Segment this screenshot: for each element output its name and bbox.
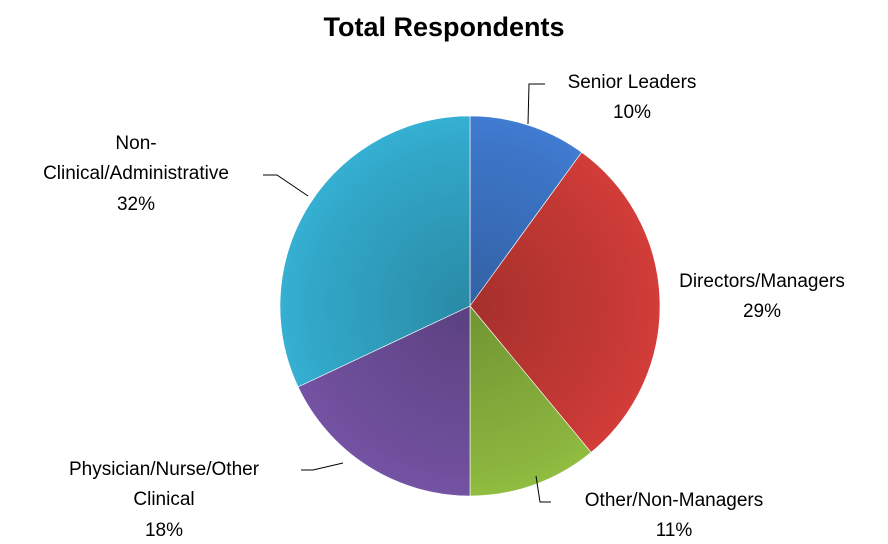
leader-line-physician-nurse-other-clinical xyxy=(301,462,344,471)
pie-slice-other-non-managers xyxy=(469,305,592,497)
slice-category-label-senior-leaders: Senior Leaders xyxy=(568,72,697,93)
slice-category-label-non-clinical-administrative: Non- xyxy=(115,133,156,154)
pie-slice-directors-managers xyxy=(469,151,661,453)
leader-line-other-non-managers xyxy=(535,475,551,503)
slice-value-label-non-clinical-administrative: 32% xyxy=(117,194,155,215)
slice-value-label-other-non-managers: 11% xyxy=(656,520,693,541)
slice-value-label-directors-managers: 29% xyxy=(743,301,781,322)
slice-category-label-other-non-managers: Other/Non-Managers xyxy=(585,490,763,511)
slice-category-label-non-clinical-administrative: Clinical/Administrative xyxy=(43,163,229,184)
leader-line-senior-leaders xyxy=(527,83,545,125)
pie-slice-non-clinical-administrative xyxy=(279,115,471,388)
slice-value-label-physician-nurse-other-clinical: 18% xyxy=(145,520,183,541)
slice-value-label-senior-leaders: 10% xyxy=(613,102,651,123)
slice-category-label-physician-nurse-other-clinical: Clinical xyxy=(133,489,194,510)
slice-category-label-directors-managers: Directors/Managers xyxy=(679,271,845,292)
slice-category-label-physician-nurse-other-clinical: Physician/Nurse/Other xyxy=(69,459,260,480)
chart-title: Total Respondents xyxy=(323,12,565,42)
leader-line-non-clinical-administrative xyxy=(263,174,309,197)
pie-slice-senior-leaders xyxy=(469,115,583,307)
pie-slice-physician-nurse-other-clinical xyxy=(297,305,471,497)
